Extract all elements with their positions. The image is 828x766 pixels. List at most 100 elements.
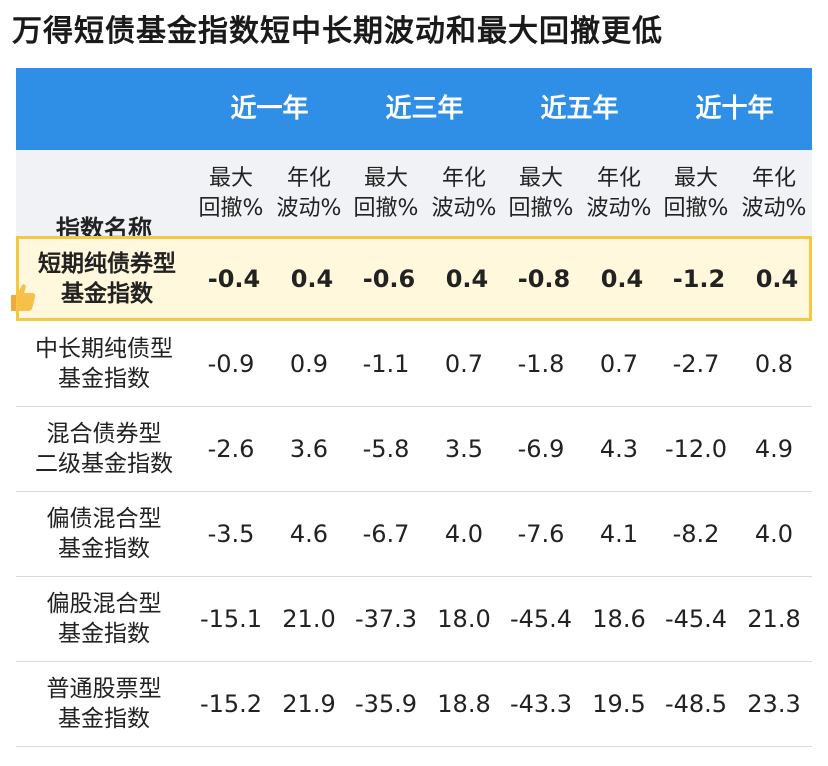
table-cell: 4.3 <box>599 434 639 463</box>
row-name-line2: 基金指数 <box>61 280 153 307</box>
row-index-name: 偏股混合型 基金指数 <box>16 576 192 661</box>
table-cell: 21.0 <box>282 604 336 633</box>
table-cell: -0.6 <box>362 264 416 293</box>
table-cell: -5.8 <box>362 434 410 463</box>
table-cell: 0.4 <box>290 264 334 293</box>
table-cell: 4.0 <box>754 519 794 548</box>
column-header-line1: 年化 <box>596 166 641 191</box>
page-title: 万得短债基金指数短中长期波动和最大回撤更低 <box>12 14 663 49</box>
table-cell: 4.9 <box>754 434 794 463</box>
table-cell: -15.2 <box>199 689 263 718</box>
table-row: 偏债混合型 基金指数 -3.5 4.6 -6.7 4.0 -7.6 4.1 -8.2 4.0 <box>16 491 812 577</box>
column-header-line2: 波动% <box>276 196 342 221</box>
table-cell: -43.3 <box>509 689 573 718</box>
table-cell: -35.9 <box>354 689 418 718</box>
table-row: 普通股票型 基金指数 -15.2 21.9 -35.9 18.8 -43.3 19.5 -48.… <box>16 661 812 747</box>
table-cell: -48.5 <box>664 689 728 718</box>
column-header-line2: 回撤% <box>508 196 574 221</box>
table-cell: -2.7 <box>672 349 720 378</box>
row-name-line2: 基金指数 <box>58 365 150 392</box>
table-row: 混合债券型 二级基金指数 -2.6 3.6 -5.8 3.5 -6.9 4.3 -12.0 4.9 <box>16 406 812 492</box>
period-5y: 近五年 <box>540 94 619 124</box>
row-index-name: 偏债混合型 基金指数 <box>16 491 192 576</box>
table-cell: 18.8 <box>437 689 491 718</box>
row-name-line1: 中长期纯债型 <box>35 335 173 362</box>
column-header-line2: 波动% <box>586 196 652 221</box>
table-cell: 0.9 <box>289 349 329 378</box>
column-header: 最大回撤% <box>347 164 425 224</box>
table-cell: 19.5 <box>592 689 646 718</box>
row-index-name: 中长期纯债型 基金指数 <box>16 321 192 406</box>
table-cell: -45.4 <box>664 604 728 633</box>
table-cell: -1.1 <box>362 349 410 378</box>
column-header-line2: 波动% <box>741 196 807 221</box>
column-header-line1: 年化 <box>751 166 796 191</box>
column-header-line1: 最大 <box>673 166 718 191</box>
column-header-line2: 波动% <box>431 196 497 221</box>
row-name-line1: 偏股混合型 <box>46 590 162 617</box>
thumbs-up-icon <box>11 284 36 311</box>
table-cell: 3.5 <box>444 434 484 463</box>
column-header-line1: 最大 <box>363 166 408 191</box>
table-cell: -3.5 <box>207 519 255 548</box>
table-cell: 4.1 <box>599 519 639 548</box>
column-header-line1: 年化 <box>286 166 331 191</box>
row-name-line2: 二级基金指数 <box>35 450 173 477</box>
table-cell: 3.6 <box>289 434 329 463</box>
period-3y: 近三年 <box>385 94 464 124</box>
column-header-line2: 回撤% <box>198 196 264 221</box>
row-index-name: 短期纯债券型 基金指数 <box>19 239 195 318</box>
table-cell: 0.4 <box>445 264 489 293</box>
table-cell: 0.4 <box>600 264 644 293</box>
column-header: 年化波动% <box>270 164 348 224</box>
column-header-line2: 回撤% <box>663 196 729 221</box>
row-name-line1: 偏债混合型 <box>46 505 162 532</box>
comparison-table: 近一年 近三年 近五年 近十年 指数名称 最大 回撤% 年化 波动% 最大 回撤% 年化 波动… <box>11 68 813 750</box>
row-name-line2: 基金指数 <box>58 620 150 647</box>
table-cell: 4.0 <box>444 519 484 548</box>
table-cell: -7.6 <box>517 519 565 548</box>
table-cell: 0.4 <box>755 264 799 293</box>
column-header-line1: 最大 <box>518 166 563 191</box>
column-header-line2: 回撤% <box>353 196 419 221</box>
row-index-name: 混合债券型二级基金指数 <box>16 406 192 491</box>
row-name-line1: 普通股票型 <box>46 675 162 702</box>
table-cell: 0.7 <box>444 349 484 378</box>
column-header: 年化波动% <box>580 164 658 224</box>
table-cell: -45.4 <box>509 604 573 633</box>
period-header-band <box>16 68 812 150</box>
table-cell: -0.4 <box>207 264 261 293</box>
table-cell: -6.7 <box>362 519 410 548</box>
table-row: 中长期纯债型 基金指数 -0.9 0.9 -1.1 0.7 -1.8 0.7 -2.7 0.8 <box>16 321 812 407</box>
table-cell: -1.2 <box>672 264 726 293</box>
table-cell: -6.9 <box>517 434 565 463</box>
table-cell: 18.6 <box>592 604 646 633</box>
table-row-highlighted: 短期纯债券型 基金指数 -0.4 0.4 -0.6 0.4 -0.8 0.4 -1.2 0.4 <box>11 236 812 321</box>
row-name-line2: 基金指数 <box>58 705 150 732</box>
table-cell: 18.0 <box>437 604 491 633</box>
row-index-name: 普通股票型 基金指数 <box>16 661 192 746</box>
table-cell: -15.1 <box>199 604 263 633</box>
column-header: 年化波动% <box>425 164 503 224</box>
table-row: 偏股混合型 基金指数 -15.1 21.0 -37.3 18.0 -45.4 18.6 -45.… <box>16 576 812 662</box>
table-cell: -0.9 <box>207 349 255 378</box>
table-cell: -1.8 <box>517 349 565 378</box>
row-name-line1: 混合债券型 <box>46 420 162 447</box>
table-cell: 0.7 <box>599 349 639 378</box>
table-cell: 23.3 <box>747 689 801 718</box>
column-header-line1: 年化 <box>441 166 486 191</box>
table-cell: 4.6 <box>289 519 329 548</box>
period-1y: 近一年 <box>230 94 309 124</box>
period-10y: 近十年 <box>695 94 774 124</box>
column-header-line1: 最大 <box>208 166 253 191</box>
table-cell: 21.9 <box>282 689 336 718</box>
row-name-line1: 短期纯债券型 <box>38 250 176 277</box>
table-cell: -0.8 <box>517 264 571 293</box>
column-header: 最大回撤% <box>502 164 580 224</box>
table-cell: -8.2 <box>672 519 720 548</box>
table-cell: 21.8 <box>747 604 801 633</box>
column-header: 年化波动% <box>735 164 813 224</box>
table-cell: -2.6 <box>207 434 255 463</box>
table-cell: 0.8 <box>754 349 794 378</box>
table-cell: -37.3 <box>354 604 418 633</box>
